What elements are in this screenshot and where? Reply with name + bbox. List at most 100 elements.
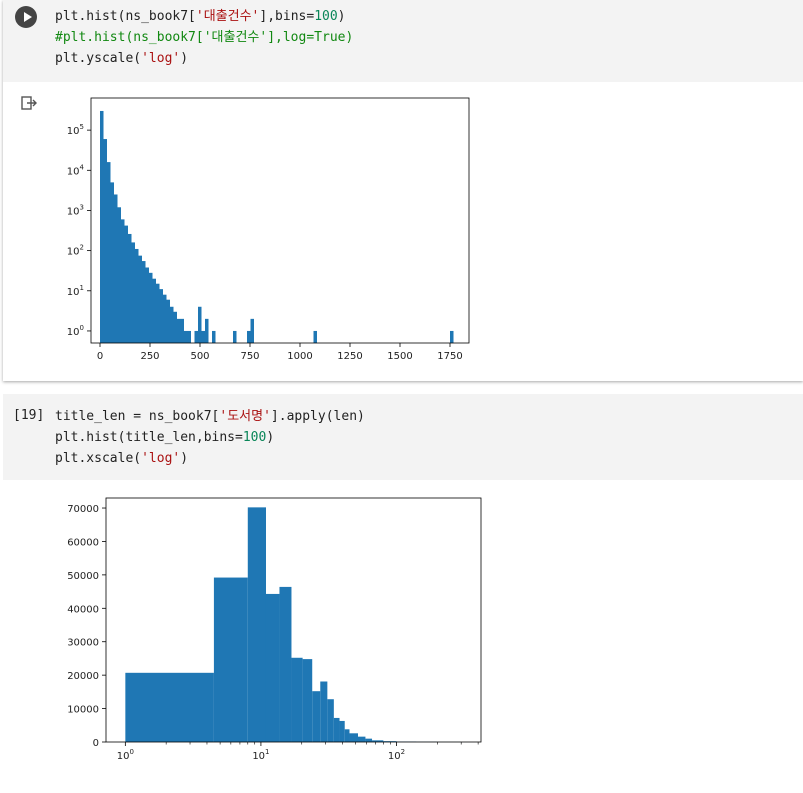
histogram-bar [117,207,121,343]
histogram-bar [327,699,334,742]
histogram-bar [344,729,350,742]
histogram-bar [184,330,188,343]
histogram-bar [201,330,205,343]
histogram-bar [110,182,114,343]
histogram-bar [121,219,125,343]
histogram-bar [372,740,384,742]
plot-frame [105,497,482,743]
histogram-bar [333,717,340,742]
y-tick-label: 70000 [67,504,99,515]
code-lines-2[interactable]: title_len = ns_book7['도서명'].apply(len) pl… [55,406,365,469]
y-tick-label: 103 [67,203,84,217]
code-token: 100 [242,430,267,445]
plot-frame [90,97,470,344]
histogram-bar [180,318,184,343]
histogram-bar [339,720,345,742]
code-line: plt.xscale('log') [55,448,365,469]
histogram-bar [156,283,160,343]
y-tick-label: 10000 [67,705,99,716]
notebook-cell-2[interactable]: [19] title_len = ns_book7['도서명'].apply(l… [3,394,803,482]
histogram-bar [173,311,177,343]
histogram-bar [265,593,280,742]
code-token: '대출건수' [195,9,260,24]
histogram-bar [163,294,167,343]
x-tick-label: 100 [117,748,134,762]
histogram-bar [302,659,313,742]
histogram-bar [198,306,202,343]
code-token: plt.hist(title_len,bins= [55,430,243,445]
x-tick-label: 1500 [387,351,412,362]
histogram-bar [312,691,321,742]
histogram-bar [142,261,146,343]
code-token: ],bins= [259,9,315,24]
histogram-bar [233,330,237,343]
histogram-bar [250,318,254,343]
histogram-bar [205,318,209,343]
histogram-bar [349,733,358,742]
histogram-bar [212,330,216,343]
y-tick-label: 50000 [67,571,99,582]
histogram-bar [125,672,214,742]
x-tick-label: 1750 [437,351,462,362]
histogram-bar [166,299,170,343]
y-tick-label: 0 [93,738,99,749]
x-tick-label: 750 [240,351,259,362]
y-tick-label: 100 [67,324,84,338]
histogram-bar [279,586,292,742]
code-token: ) [266,430,275,445]
y-tick-label: 20000 [67,671,99,682]
y-tick-label: 60000 [67,537,99,548]
histogram-bar [247,507,266,742]
code-token: 'log' [141,51,181,66]
code-lines-1[interactable]: plt.hist(ns_book7['대출건수'],bins=100) #plt.… [55,6,353,69]
code-token: ) [180,451,189,466]
code-token: 'log' [141,451,181,466]
code-token: title_len = ns_book7[ [55,409,220,424]
x-tick-label: 250 [140,351,159,362]
x-tick-label: 0 [97,351,103,362]
code-token: ) [180,51,189,66]
histogram-bar [383,741,397,742]
histogram-bar [103,139,107,343]
code-token: '도서명' [219,409,271,424]
histogram-bar [291,657,303,742]
histogram-bar [135,248,139,343]
code-editor-1[interactable]: plt.hist(ns_book7['대출건수'],bins=100) #plt.… [3,0,803,82]
histogram-chart-2: 0 10000 20000 30000 40000 50000 60000 70000 100 1… [67,497,482,762]
y-tick-label: 104 [67,163,85,177]
histogram-bar [357,736,366,742]
histogram-bar [450,330,454,343]
histogram-bar [313,330,317,343]
notebook-cell-1[interactable]: plt.hist(ns_book7['대출건수'],bins=100) #plt.… [3,0,803,381]
code-line: title_len = ns_book7['도서명'].apply(len) [55,406,365,427]
histogram-bar [145,267,149,343]
histogram-bar [149,272,153,343]
y-tick-label: 102 [67,244,84,258]
code-editor-2[interactable]: [19] title_len = ns_book7['도서명'].apply(l… [3,394,803,480]
histogram-bar [159,289,163,343]
code-line: #plt.hist(ns_book7['대출건수'],log=True) [55,27,353,48]
y-tick-label: 105 [67,123,84,137]
x-tick-label: 102 [388,748,405,762]
output-toggle-icon[interactable] [21,96,37,110]
y-tick-label: 101 [67,284,84,298]
code-token: ) [337,9,346,24]
histogram-bar [131,242,135,343]
histogram-bar [187,330,191,343]
run-cell-button[interactable] [15,6,37,28]
y-tick-label: 30000 [67,638,99,649]
code-token: plt.xscale( [55,451,142,466]
histogram-bar [213,577,248,742]
histogram-bar [152,278,156,343]
code-token: 100 [314,9,338,24]
histogram-bar [128,233,132,343]
code-token: #plt.hist(ns_book7['대출건수'],log=True) [55,30,354,45]
x-tick-label: 500 [190,351,209,362]
histogram-bar [124,225,128,343]
histogram-bar [365,738,373,742]
histogram-bar [138,255,142,343]
code-line: plt.hist(title_len,bins=100) [55,427,365,448]
execution-count: [19] [13,408,45,423]
code-line: plt.hist(ns_book7['대출건수'],bins=100) [55,6,353,27]
histogram-chart-1: 0 250 500 750 1000 1250 1500 1750 100 101 102 103 10… [67,97,470,362]
